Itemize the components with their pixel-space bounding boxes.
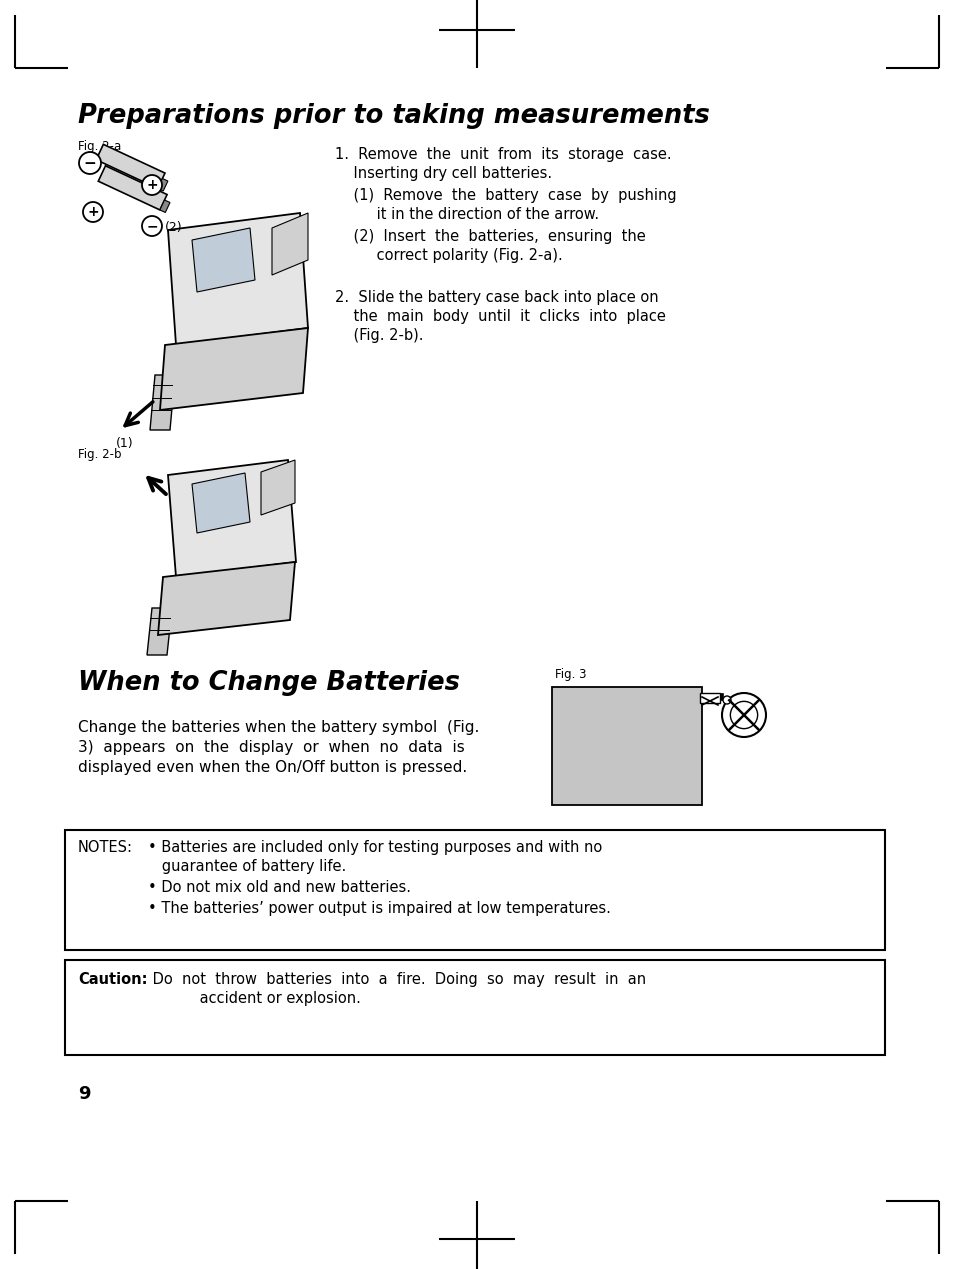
Text: NOTES:: NOTES: bbox=[78, 840, 132, 855]
Circle shape bbox=[142, 175, 162, 195]
Text: accident or explosion.: accident or explosion. bbox=[158, 991, 360, 1006]
Text: 3)  appears  on  the  display  or  when  no  data  is: 3) appears on the display or when no dat… bbox=[78, 740, 464, 755]
Bar bbox=[65, 961, 884, 1055]
Text: −: − bbox=[146, 220, 157, 233]
Text: it in the direction of the arrow.: it in the direction of the arrow. bbox=[335, 207, 598, 222]
Bar bbox=[720, 693, 722, 700]
Bar bbox=[700, 693, 720, 703]
Text: When to Change Batteries: When to Change Batteries bbox=[78, 670, 459, 695]
Polygon shape bbox=[160, 327, 308, 410]
Circle shape bbox=[79, 152, 101, 174]
Text: 2.  Slide the battery case back into place on: 2. Slide the battery case back into plac… bbox=[335, 291, 658, 305]
Circle shape bbox=[142, 216, 162, 236]
Text: +: + bbox=[146, 178, 157, 192]
Text: (2)  Insert  the  batteries,  ensuring  the: (2) Insert the batteries, ensuring the bbox=[335, 228, 645, 244]
Text: −: − bbox=[84, 156, 96, 170]
Text: displayed even when the On/Off button is pressed.: displayed even when the On/Off button is… bbox=[78, 760, 467, 775]
Circle shape bbox=[83, 202, 103, 222]
Text: 1.  Remove  the  unit  from  its  storage  case.: 1. Remove the unit from its storage case… bbox=[335, 147, 671, 162]
Circle shape bbox=[730, 702, 757, 728]
Text: (1)  Remove  the  battery  case  by  pushing: (1) Remove the battery case by pushing bbox=[335, 188, 676, 203]
Circle shape bbox=[721, 693, 765, 737]
Polygon shape bbox=[150, 376, 174, 430]
Polygon shape bbox=[168, 213, 308, 345]
Polygon shape bbox=[192, 473, 250, 533]
Text: Fig. 2-a: Fig. 2-a bbox=[78, 140, 121, 154]
Polygon shape bbox=[168, 459, 295, 577]
Text: Do  not  throw  batteries  into  a  fire.  Doing  so  may  result  in  an: Do not throw batteries into a fire. Doin… bbox=[148, 972, 645, 987]
Text: (Fig. 2-b).: (Fig. 2-b). bbox=[335, 327, 423, 343]
Text: • Batteries are included only for testing purposes and with no: • Batteries are included only for testin… bbox=[148, 840, 601, 855]
Bar bbox=[157, 179, 168, 192]
Bar bbox=[98, 166, 167, 209]
Text: Fig. 3: Fig. 3 bbox=[555, 667, 586, 681]
Text: Change the batteries when the battery symbol  (Fig.: Change the batteries when the battery sy… bbox=[78, 720, 478, 735]
Text: Caution:: Caution: bbox=[78, 972, 148, 987]
Bar bbox=[552, 687, 701, 805]
Text: +: + bbox=[87, 206, 99, 220]
Polygon shape bbox=[272, 213, 308, 275]
Text: (2): (2) bbox=[165, 222, 182, 235]
Text: • The batteries’ power output is impaired at low temperatures.: • The batteries’ power output is impaire… bbox=[148, 901, 610, 916]
Text: Inserting dry cell batteries.: Inserting dry cell batteries. bbox=[335, 166, 552, 181]
Polygon shape bbox=[158, 562, 294, 634]
Text: Preparations prior to taking measurements: Preparations prior to taking measurement… bbox=[78, 103, 709, 129]
Polygon shape bbox=[192, 228, 254, 292]
Text: the  main  body  until  it  clicks  into  place: the main body until it clicks into place bbox=[335, 308, 665, 324]
Text: • Do not mix old and new batteries.: • Do not mix old and new batteries. bbox=[148, 879, 411, 895]
Text: guarantee of battery life.: guarantee of battery life. bbox=[148, 859, 346, 874]
Circle shape bbox=[722, 695, 730, 704]
Text: Fig. 2-b: Fig. 2-b bbox=[78, 448, 121, 461]
Bar bbox=[96, 145, 165, 189]
Bar bbox=[65, 830, 884, 950]
Text: 9: 9 bbox=[78, 1085, 91, 1103]
Text: (1): (1) bbox=[116, 437, 133, 450]
Polygon shape bbox=[261, 459, 294, 515]
Text: correct polarity (Fig. 2-a).: correct polarity (Fig. 2-a). bbox=[335, 247, 562, 263]
Polygon shape bbox=[147, 608, 172, 655]
Bar bbox=[160, 201, 170, 212]
